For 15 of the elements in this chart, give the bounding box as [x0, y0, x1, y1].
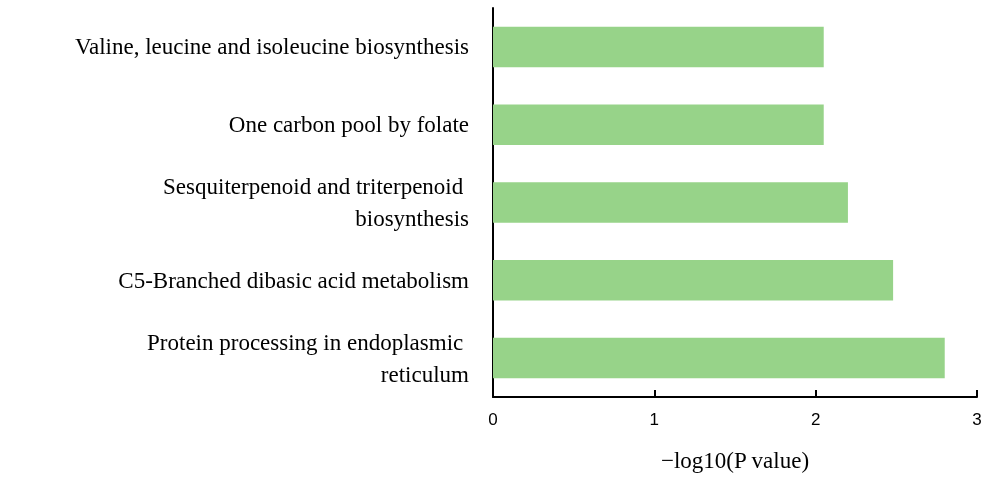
- x-tick-label: 0: [488, 410, 498, 429]
- bar: [493, 104, 824, 145]
- bar: [493, 337, 945, 379]
- y-tick-label: Sesquiterpenoid and triterpenoid biosynthesis: [163, 174, 470, 231]
- y-tick-label: Valine, leucine and isoleucine biosynthesis: [74, 34, 470, 60]
- y-tick-label: Protein processing in endoplasmic reticulum: [147, 329, 470, 387]
- x-tick-label: 3: [972, 410, 982, 429]
- bar: [493, 260, 894, 301]
- x-axis-title: −log10(P value): [660, 448, 810, 473]
- y-tick-label: One carbon pool by folate: [228, 112, 469, 138]
- y-tick-label: C5-Branched dibasic acid metabolism: [118, 267, 470, 293]
- x-tick-label: 2: [810, 410, 821, 429]
- bar: [493, 182, 848, 223]
- x-tick-label: 1: [649, 410, 660, 429]
- bar: [493, 26, 824, 68]
